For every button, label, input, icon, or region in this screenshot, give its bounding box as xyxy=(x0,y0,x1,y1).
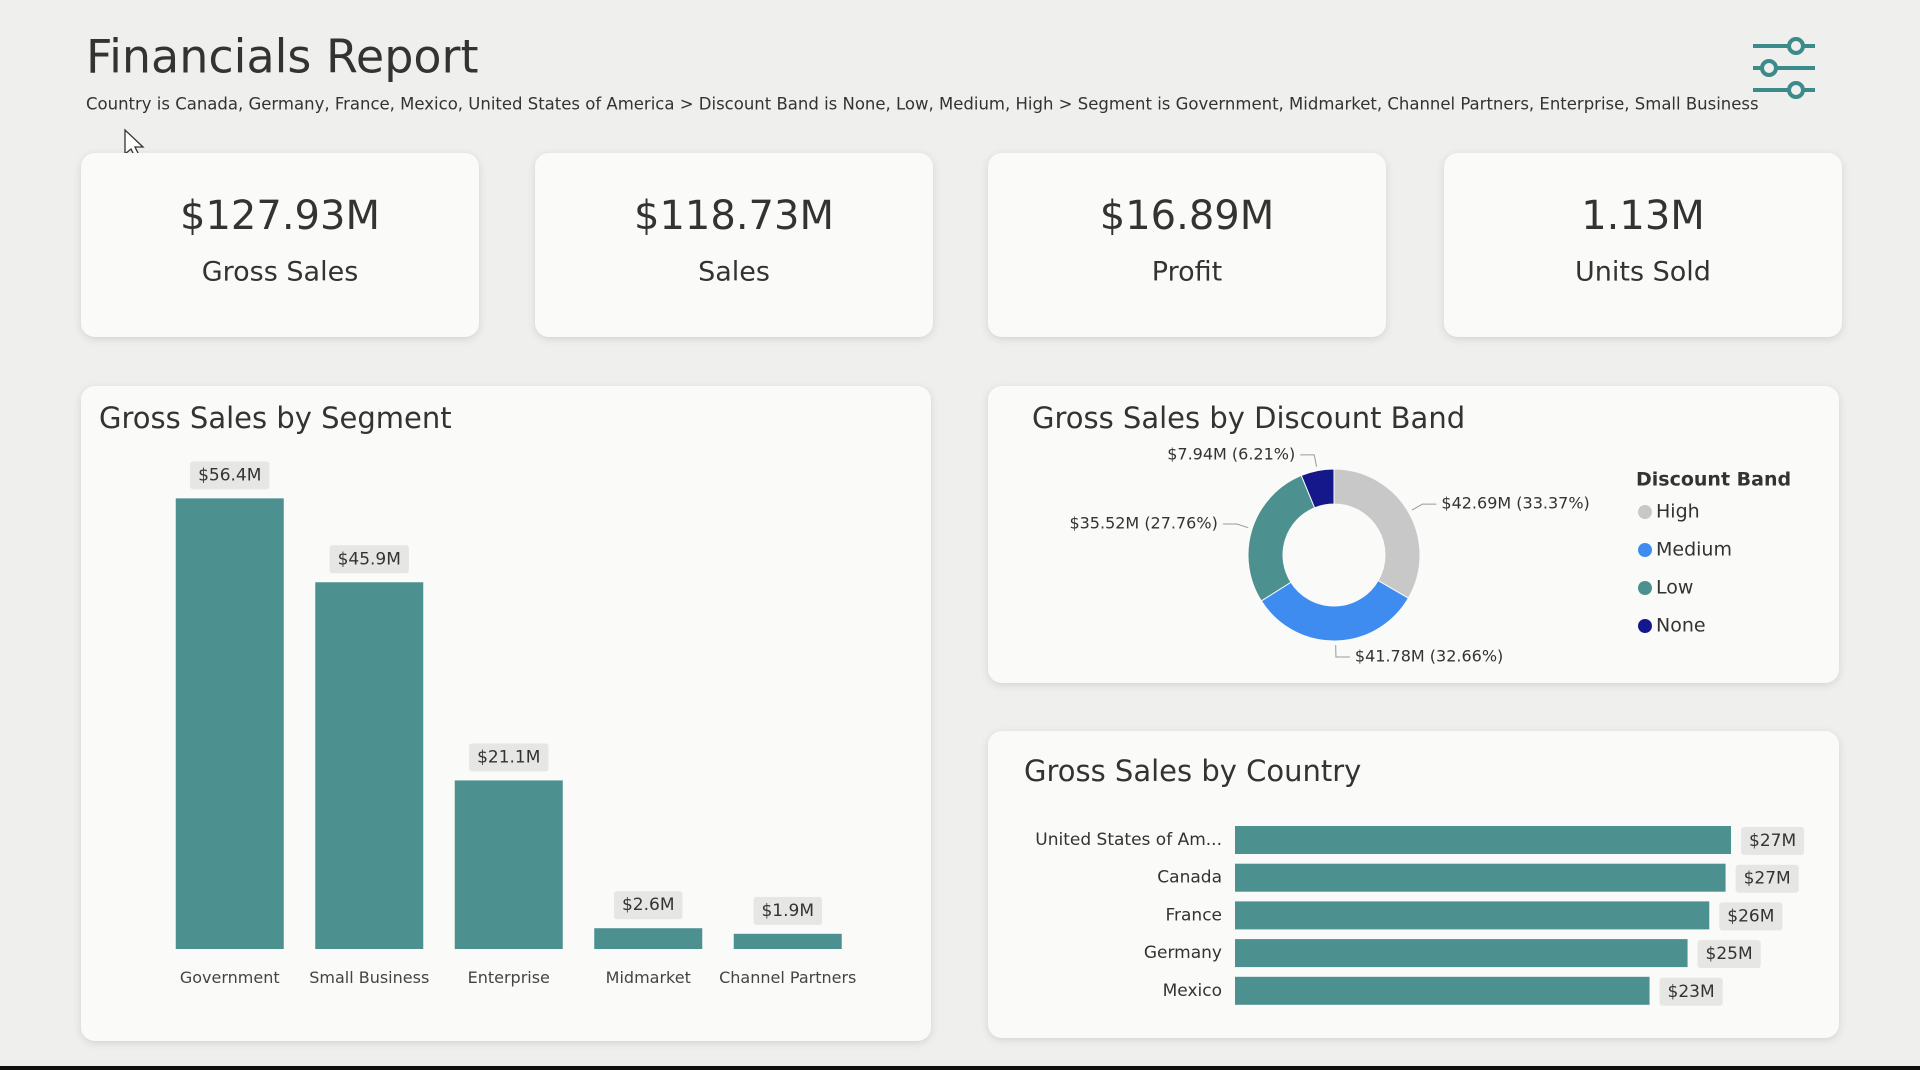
x-tick-label-text: Midmarket xyxy=(605,968,691,987)
donut-slice xyxy=(1333,468,1421,599)
y-tick-label: Mexico xyxy=(1163,981,1222,1001)
data-label: $45.9M xyxy=(338,549,401,569)
leader-line xyxy=(1411,503,1437,511)
x-tick-label-text: Channel Partners xyxy=(719,968,857,987)
donut-slice xyxy=(1300,468,1335,509)
kpi-label: Profit xyxy=(1152,257,1222,288)
legend-label: Medium xyxy=(1656,539,1732,561)
y-tick-label: France xyxy=(1165,905,1222,925)
data-label-box xyxy=(469,743,549,772)
chart-title: Gross Sales by Discount Band xyxy=(1032,401,1465,435)
y-tick-label: Germany xyxy=(1144,943,1222,963)
data-label: $2.6M xyxy=(622,895,675,915)
y-tick-label: Canada xyxy=(1157,868,1222,888)
bottom-border xyxy=(0,1066,1920,1070)
card xyxy=(1444,153,1842,337)
kpi-value: 1.13M xyxy=(1581,193,1705,239)
data-label: $25M xyxy=(1706,944,1753,964)
chart-title: Gross Sales by Country xyxy=(1024,754,1361,788)
data-label: $42.69M (33.37%) xyxy=(1441,494,1589,513)
legend-swatch xyxy=(1638,619,1652,633)
legend-swatch xyxy=(1638,581,1652,595)
legend-swatch xyxy=(1638,543,1652,557)
donut-slice xyxy=(1260,579,1410,642)
data-label: $7.94M (6.21%) xyxy=(1167,444,1295,463)
data-label: $27M xyxy=(1744,869,1791,889)
kpi-label: Sales xyxy=(698,257,770,288)
bar xyxy=(315,582,424,949)
data-label: $27M xyxy=(1749,831,1796,851)
x-tick-label: Midmarket xyxy=(605,968,691,987)
data-label-box xyxy=(329,545,409,574)
leader-line xyxy=(1335,644,1350,658)
x-tick-label: Enterprise xyxy=(467,968,550,987)
leader-line xyxy=(1300,454,1318,467)
bar xyxy=(454,780,563,949)
data-label-box xyxy=(1741,827,1805,855)
kpi-value: $127.93M xyxy=(180,193,380,239)
card xyxy=(535,153,933,337)
legend-swatch xyxy=(1638,505,1652,519)
data-label: $35.52M (27.76%) xyxy=(1069,514,1217,533)
data-label-box xyxy=(753,896,823,925)
x-tick-label: Small Business xyxy=(309,968,430,987)
data-label-box xyxy=(190,461,270,490)
x-tick-label-text: Enterprise xyxy=(467,968,550,987)
legend-label: Low xyxy=(1656,577,1693,599)
kpi-value: $118.73M xyxy=(634,193,834,239)
bar xyxy=(1235,976,1650,1005)
x-tick-label-text: Government xyxy=(179,968,280,987)
data-label-box xyxy=(613,891,683,920)
bar xyxy=(1235,939,1688,968)
x-tick-label-text: Small Business xyxy=(309,968,430,987)
kpi-label: Gross Sales xyxy=(202,257,359,288)
bar xyxy=(1235,826,1731,854)
data-label: $23M xyxy=(1668,982,1715,1002)
data-label: $1.9M xyxy=(761,901,814,921)
bar xyxy=(1235,901,1710,930)
y-tick-label: United States of Am... xyxy=(1035,830,1222,850)
bar xyxy=(1235,863,1726,892)
legend-label: High xyxy=(1656,501,1700,523)
data-label-box xyxy=(1659,977,1723,1006)
data-label-box xyxy=(1719,902,1783,931)
x-tick-label: Government xyxy=(179,968,280,987)
legend-label: None xyxy=(1656,615,1706,637)
data-label-box xyxy=(1735,864,1799,893)
kpi-value: $16.89M xyxy=(1100,193,1274,239)
data-label: $26M xyxy=(1727,906,1774,926)
leader-line xyxy=(1222,523,1249,529)
report-title: Financials Report xyxy=(86,30,479,84)
data-label: $21.1M xyxy=(477,747,540,767)
card xyxy=(81,386,931,1041)
bar xyxy=(175,498,284,949)
chart-title: Gross Sales by Segment xyxy=(99,401,452,435)
bar xyxy=(594,928,703,949)
data-label: $56.4M xyxy=(198,465,261,485)
legend-title: Discount Band xyxy=(1636,469,1791,491)
filter-icon[interactable] xyxy=(1753,37,1815,99)
donut-slice xyxy=(1247,474,1316,602)
card xyxy=(81,153,479,337)
bar xyxy=(733,933,842,949)
filter-summary: Country is Canada, Germany, France, Mexi… xyxy=(86,95,1759,114)
x-tick-label: Channel Partners xyxy=(719,968,857,987)
card xyxy=(988,153,1386,337)
data-label-box xyxy=(1697,940,1761,969)
kpi-label: Units Sold xyxy=(1575,257,1711,288)
data-label: $41.78M (32.66%) xyxy=(1355,646,1503,665)
